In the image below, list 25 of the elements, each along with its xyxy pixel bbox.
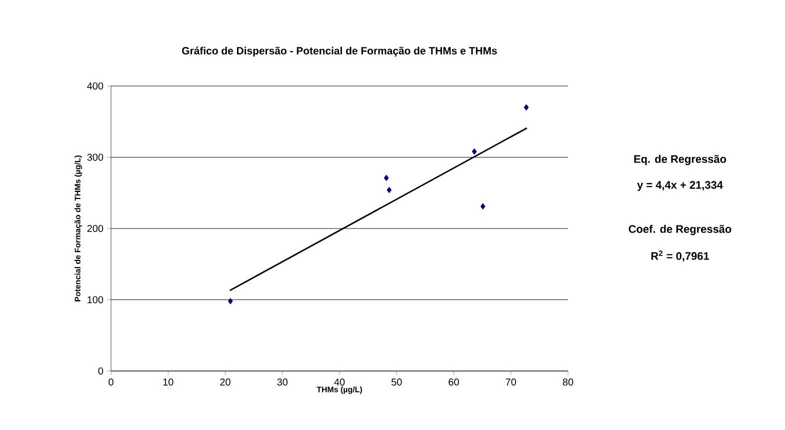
point — [384, 174, 389, 182]
point — [386, 186, 392, 194]
x-tick-label: 40 — [334, 378, 345, 386]
point — [524, 104, 529, 111]
point — [480, 203, 486, 210]
chart-title: Gráfico de Dispersão - Potencial de Formação de THMs e THMs — [182, 46, 497, 57]
y-tick-label: 400 — [87, 82, 104, 90]
y-tick-label: 300 — [87, 154, 104, 161]
x-tick-label: 70 — [506, 378, 516, 386]
y-tick-label: 0 — [98, 367, 104, 375]
point — [228, 298, 233, 304]
y-tick-label: 100 — [88, 296, 104, 304]
x-tick-label: 20 — [220, 378, 230, 386]
text: R$^{2}$ = 0,7961 — [651, 250, 710, 262]
text: Coef. de Regressão — [628, 224, 732, 236]
point — [472, 148, 477, 155]
text: y = 4,4x + 21,334 — [637, 181, 723, 191]
x-tick-label: 80 — [562, 378, 574, 386]
x-tick-label: 10 — [163, 378, 174, 386]
x-tick-label: 50 — [391, 378, 402, 386]
x-tick-label: 60 — [448, 378, 459, 386]
x-tick-label: 0 — [108, 378, 114, 386]
text: Eq. de Regressão — [634, 154, 726, 166]
y-tick-label: 200 — [87, 224, 104, 232]
x-tick-label: 30 — [277, 378, 288, 386]
